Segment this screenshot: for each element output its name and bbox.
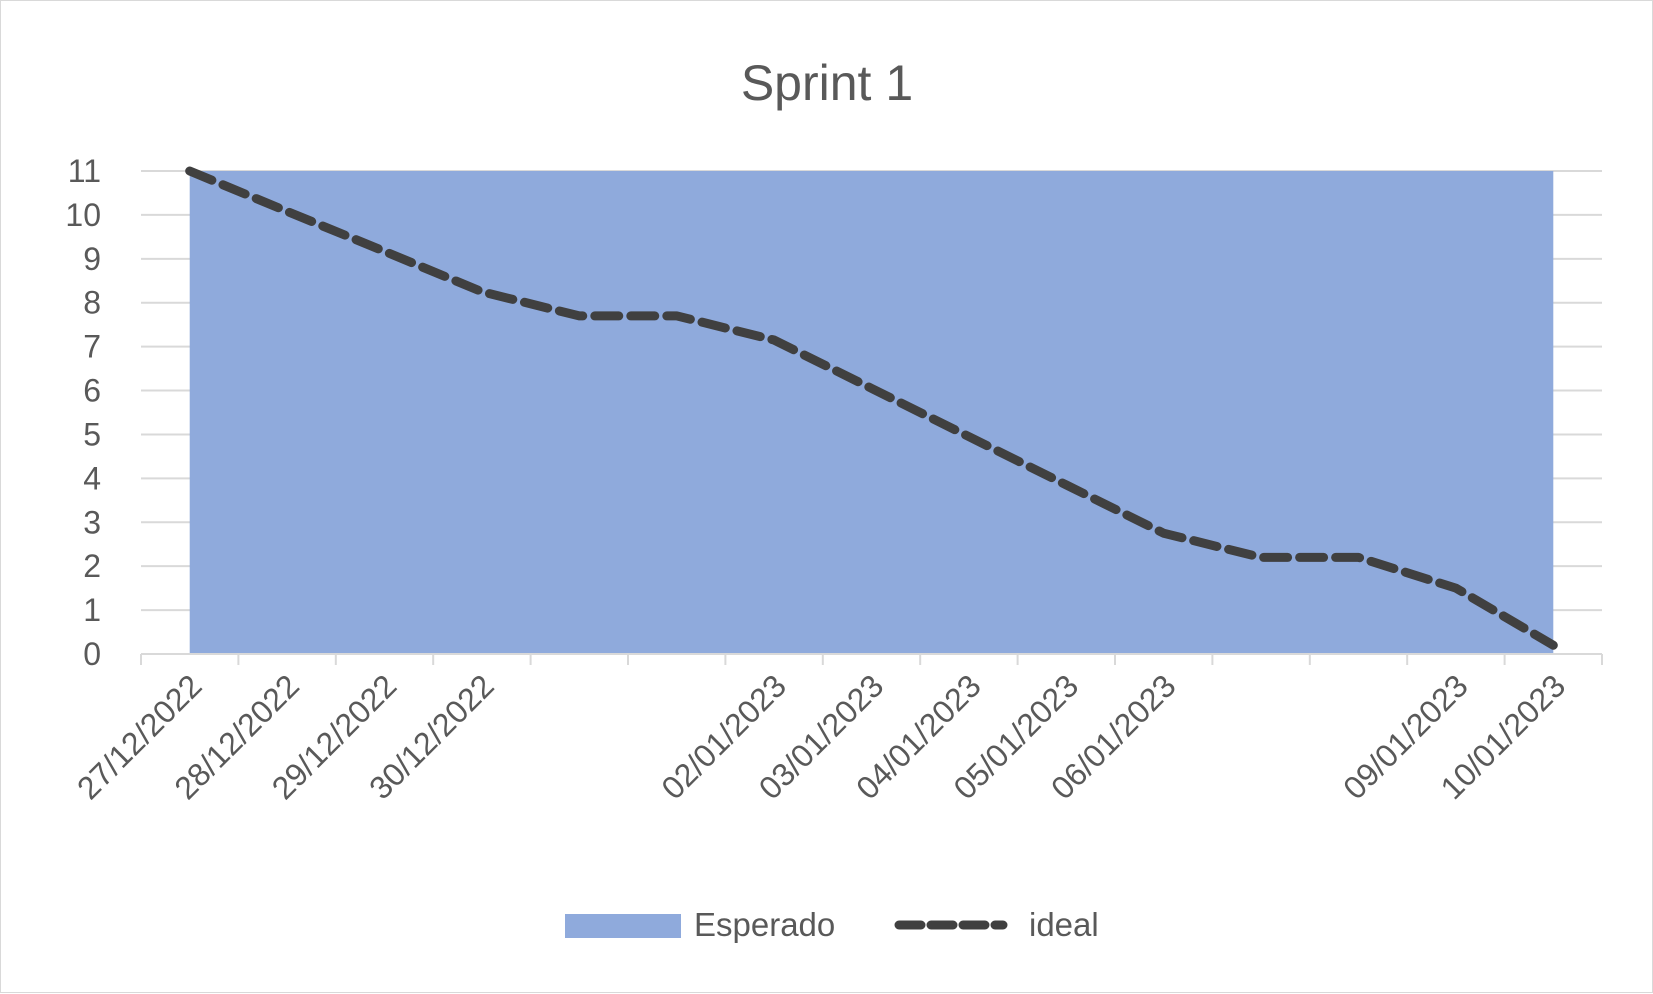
y-tick-label: 2 [83,548,101,584]
y-tick-label: 10 [65,197,101,233]
area-layer [189,171,1554,654]
series-line-ideal [185,166,1558,650]
legend-label-ideal: ideal [1029,906,1099,943]
y-tick-label: 4 [83,460,101,496]
y-tick-label: 6 [83,373,101,409]
y-tick-label: 9 [83,241,101,277]
line-layer [185,166,1558,650]
y-tick-label: 3 [83,504,101,540]
y-tick-label: 7 [83,329,101,365]
axes [140,653,1603,665]
x-tick-labels: 27/12/202228/12/202229/12/202230/12/2022… [70,667,1572,806]
y-tick-label: 8 [83,285,101,321]
chart-title: Sprint 1 [741,55,913,111]
y-tick-label: 5 [83,416,101,452]
y-tick-label: 1 [83,592,101,628]
legend-swatch-esperado [565,914,681,938]
series-area-esperado [189,171,1554,654]
y-tick-label: 11 [68,153,101,189]
y-tick-label: 0 [83,636,101,672]
y-tick-labels: 0 1 2 3 4 5 6 7 8 9 10 11 [65,153,101,672]
legend: Esperado ideal [565,906,1099,943]
legend-label-esperado: Esperado [694,906,835,943]
